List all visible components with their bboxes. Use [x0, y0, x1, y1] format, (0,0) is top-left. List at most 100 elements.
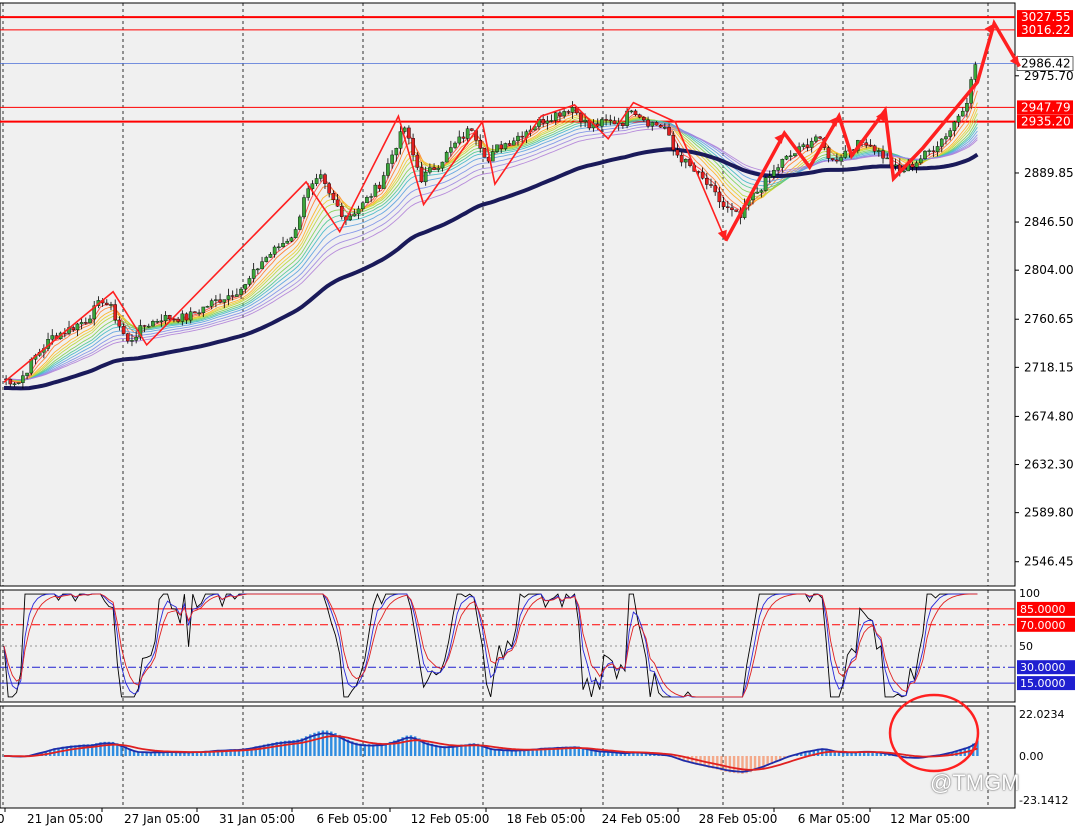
candle-up	[386, 163, 390, 176]
candle-down	[705, 178, 709, 185]
macd-histogram-bar-positive	[527, 749, 530, 756]
macd-histogram-bar-positive	[808, 750, 811, 756]
macd-histogram-bar-positive	[573, 746, 576, 756]
price-level-label: 3027.55	[1021, 10, 1071, 24]
macd-histogram-bar-positive	[552, 747, 555, 756]
candle-up	[939, 138, 944, 147]
candle-down	[415, 154, 420, 168]
candle-down	[419, 167, 424, 183]
candle-up	[256, 268, 260, 271]
price-tick-label: 2718.15	[1024, 360, 1074, 374]
macd-histogram-bar-positive	[355, 742, 358, 756]
candle-up	[562, 111, 566, 117]
macd-histogram-bar-positive	[107, 741, 111, 756]
stochastic-slow-line	[3, 593, 978, 698]
macd-histogram-bar-positive	[304, 736, 308, 756]
macd-histogram-bar-positive	[367, 744, 371, 756]
candle-up	[952, 121, 957, 131]
candle-up	[663, 126, 667, 129]
guppy-ema-line	[3, 90, 978, 383]
time-tick-label: 24 Feb 05:00	[602, 812, 681, 826]
macd-histogram-bar-positive	[170, 751, 174, 756]
candle-up	[398, 131, 403, 149]
candle-up	[788, 155, 793, 158]
macd-histogram-bar-positive	[472, 743, 476, 756]
candle-up	[495, 144, 499, 152]
macd-histogram-bar-positive	[644, 752, 648, 756]
macd-histogram-bar-positive	[841, 751, 845, 756]
macd-histogram-bar-positive	[393, 740, 396, 756]
macd-histogram-bar-negative	[720, 756, 723, 771]
macd-tick-label: -23.1412	[1019, 794, 1068, 807]
macd-histogram-bar-negative	[724, 756, 727, 772]
candle-down	[910, 163, 915, 168]
macd-histogram-bar-positive	[497, 749, 501, 756]
macd-histogram-bar-positive	[292, 740, 295, 756]
macd-histogram-bar-positive	[279, 741, 283, 756]
macd-histogram-bar-positive	[309, 734, 312, 756]
candle-up	[75, 323, 80, 331]
macd-histogram-bar-positive	[481, 744, 484, 756]
macd-histogram-bar-positive	[430, 743, 434, 756]
macd-histogram-bar-positive	[443, 746, 446, 756]
candle-up	[151, 321, 155, 327]
macd-histogram-bar-negative	[758, 756, 761, 770]
macd-histogram-bar-positive	[233, 749, 236, 756]
candle-up	[155, 321, 159, 323]
candle-up	[201, 306, 206, 313]
macd-histogram-bar-positive	[321, 730, 325, 756]
macd-histogram-bar-positive	[300, 738, 304, 756]
macd-histogram-bar-positive	[195, 751, 199, 756]
candle-up	[369, 196, 373, 198]
candle-up	[918, 158, 923, 164]
macd-histogram-bar-positive	[216, 749, 220, 756]
candle-up	[50, 335, 55, 340]
candle-up	[314, 178, 319, 184]
candle-down	[520, 135, 524, 138]
time-tick-label-partial: 0	[0, 812, 5, 826]
time-tick-label: 27 Jan 05:00	[124, 812, 200, 826]
candle-down	[558, 112, 562, 117]
macd-histogram-bar-positive	[246, 748, 249, 756]
candle-up	[373, 184, 378, 197]
candle-up	[973, 64, 978, 80]
candle-up	[390, 154, 394, 164]
candle-up	[16, 382, 21, 384]
time-tick-label: 18 Feb 05:00	[507, 812, 586, 826]
macd-histogram-bar-positive	[867, 751, 870, 756]
macd-histogram-bar-positive	[594, 750, 597, 756]
macd-histogram-bar-positive	[95, 743, 98, 756]
candle-down	[117, 319, 122, 327]
price-tick-label: 2632.30	[1024, 458, 1074, 472]
macd-histogram-bar-positive	[69, 745, 73, 756]
stochastic-level-label: 85.0000	[1020, 603, 1066, 616]
candle-up	[759, 190, 764, 193]
macd-histogram-bar-negative	[682, 756, 685, 762]
candle-up	[885, 157, 890, 160]
candle-up	[839, 157, 843, 162]
annotation-arrow-head	[984, 23, 995, 35]
candle-down	[721, 201, 726, 207]
macd-histogram-bar-positive	[531, 748, 534, 756]
candle-down	[579, 112, 583, 122]
candle-up	[948, 130, 952, 137]
time-tick-label: 6 Feb 05:00	[316, 812, 387, 826]
candle-up	[365, 197, 369, 204]
candle-down	[679, 154, 684, 163]
macd-histogram-bar-negative	[690, 756, 694, 764]
macd-histogram-bar-positive	[455, 745, 459, 756]
macd-histogram-bar-positive	[174, 751, 178, 756]
candle-down	[671, 134, 676, 151]
price-tick-label: 2846.50	[1024, 215, 1074, 229]
candle-down	[830, 158, 835, 161]
candle-down	[218, 299, 222, 303]
price-tick-label: 2760.65	[1024, 312, 1074, 326]
candle-up	[511, 140, 516, 146]
macd-histogram-bar-positive	[804, 751, 807, 756]
candle-up	[436, 167, 441, 170]
stochastic-level-label: 15.0000	[1020, 677, 1066, 690]
macd-histogram-bar-positive	[502, 749, 505, 756]
macd-histogram-bar-positive	[464, 744, 467, 756]
candle-up	[281, 243, 285, 248]
candle-up	[453, 142, 457, 148]
